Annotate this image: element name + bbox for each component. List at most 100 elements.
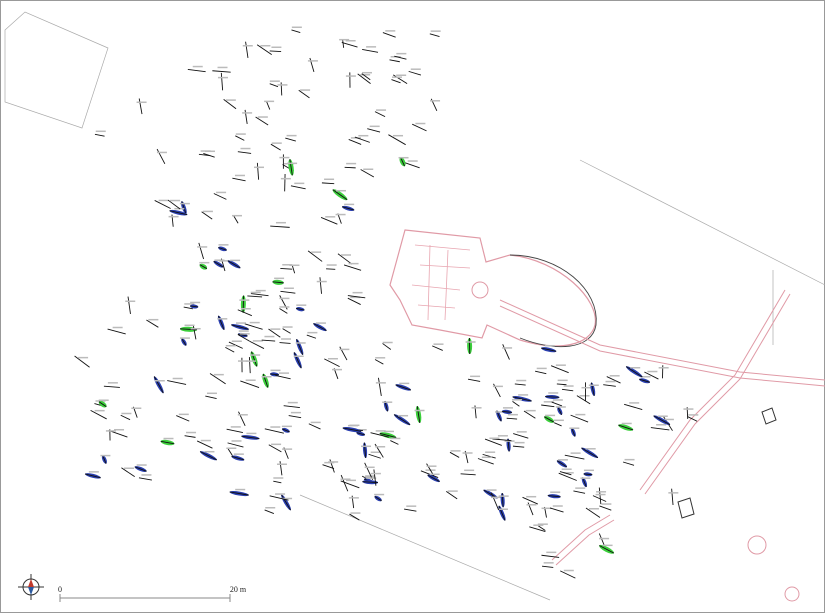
find-arrow (120, 414, 131, 421)
find-arrow (298, 89, 310, 99)
find-arrow (280, 267, 293, 270)
find-arrow (644, 371, 659, 380)
find-arrow (288, 415, 302, 419)
find-arrow (337, 253, 353, 265)
building-outline (389, 229, 596, 347)
find-arrow (416, 406, 421, 423)
find-arrow (220, 72, 224, 91)
find-arrow (103, 385, 120, 388)
road (639, 289, 791, 495)
find-arrow (603, 384, 616, 387)
find-arrow (265, 100, 271, 110)
find-arrow (343, 264, 362, 271)
find-arrow (367, 128, 381, 133)
find-arrow (279, 342, 291, 344)
find-arrow (541, 347, 557, 352)
find-arrow (290, 185, 306, 190)
find-arrow (167, 199, 181, 210)
find-arrow (218, 247, 227, 251)
find-arrow (233, 215, 239, 224)
find-arrow (341, 206, 355, 211)
find-arrow (196, 440, 213, 449)
find-arrow (404, 508, 417, 512)
plot-outline (4, 11, 109, 129)
find-arrow (127, 296, 131, 315)
find-arrow (270, 373, 280, 376)
find-arrow (354, 136, 370, 143)
find-arrow (581, 447, 599, 459)
find-arrow (264, 509, 275, 514)
find-arrow (74, 355, 90, 368)
find-arrow (625, 366, 643, 378)
feature-circle (784, 586, 800, 602)
find-arrow (556, 460, 568, 468)
find-arrow (653, 415, 671, 426)
find-arrow (541, 565, 554, 568)
road (551, 514, 615, 566)
building-walls (411, 244, 471, 321)
building-round (471, 281, 489, 299)
find-arrow (237, 151, 252, 154)
find-arrow (374, 359, 384, 365)
boundary-line (299, 494, 551, 601)
find-arrow (522, 496, 539, 505)
find-arrow (547, 495, 561, 498)
find-arrow (269, 50, 282, 53)
find-arrow (347, 297, 361, 305)
find-arrow (226, 428, 243, 434)
find-arrow (618, 424, 634, 431)
find-arrow (250, 351, 258, 367)
find-arrow (624, 403, 643, 410)
find-arrow (245, 41, 249, 58)
feature-square (761, 407, 777, 425)
find-arrow (340, 474, 349, 492)
find-arrow (98, 401, 107, 408)
find-arrow (523, 410, 536, 419)
scale-start-label: 0 (58, 585, 62, 594)
find-arrow (449, 451, 460, 458)
find-arrow (291, 265, 296, 274)
find-arrow (167, 380, 187, 385)
find-arrow (156, 148, 166, 164)
find-arrow (319, 277, 322, 294)
find-arrow (138, 98, 143, 115)
find-arrow (203, 153, 215, 158)
find-arrow (223, 99, 237, 110)
find-arrow (213, 260, 224, 268)
find-arrow (268, 328, 281, 338)
find-arrow (190, 305, 199, 308)
find-arrow (622, 461, 635, 466)
find-arrow (349, 513, 360, 521)
find-arrow (289, 159, 293, 176)
find-arrow (551, 401, 563, 407)
find-arrow (264, 428, 284, 434)
find-arrow (549, 507, 564, 513)
find-arrow (535, 370, 547, 375)
find-arrow (90, 409, 107, 420)
find-arrow (237, 309, 253, 317)
find-arrow (545, 396, 560, 398)
find-arrow (321, 182, 335, 185)
find-arrow (538, 525, 546, 531)
find-arrow (514, 383, 526, 386)
find-arrow (281, 428, 290, 433)
find-arrow (94, 133, 105, 137)
find-arrow (273, 480, 282, 484)
scale-end-label: 20 m (230, 585, 247, 594)
find-arrow (227, 442, 244, 448)
find-arrow (154, 200, 171, 209)
find-arrow (357, 73, 371, 85)
find-arrow (256, 44, 272, 56)
find-arrow (307, 250, 323, 262)
find-arrow (506, 417, 518, 420)
find-arrow (570, 414, 589, 423)
scale-bar: 0 20 m (58, 585, 247, 602)
find-arrow (429, 33, 440, 37)
find-arrow (250, 293, 269, 297)
find-arrow (541, 554, 560, 558)
find-arrow (513, 433, 529, 439)
find-arrow (460, 473, 476, 476)
find-arrow (395, 384, 412, 391)
find-arrow (121, 467, 135, 478)
